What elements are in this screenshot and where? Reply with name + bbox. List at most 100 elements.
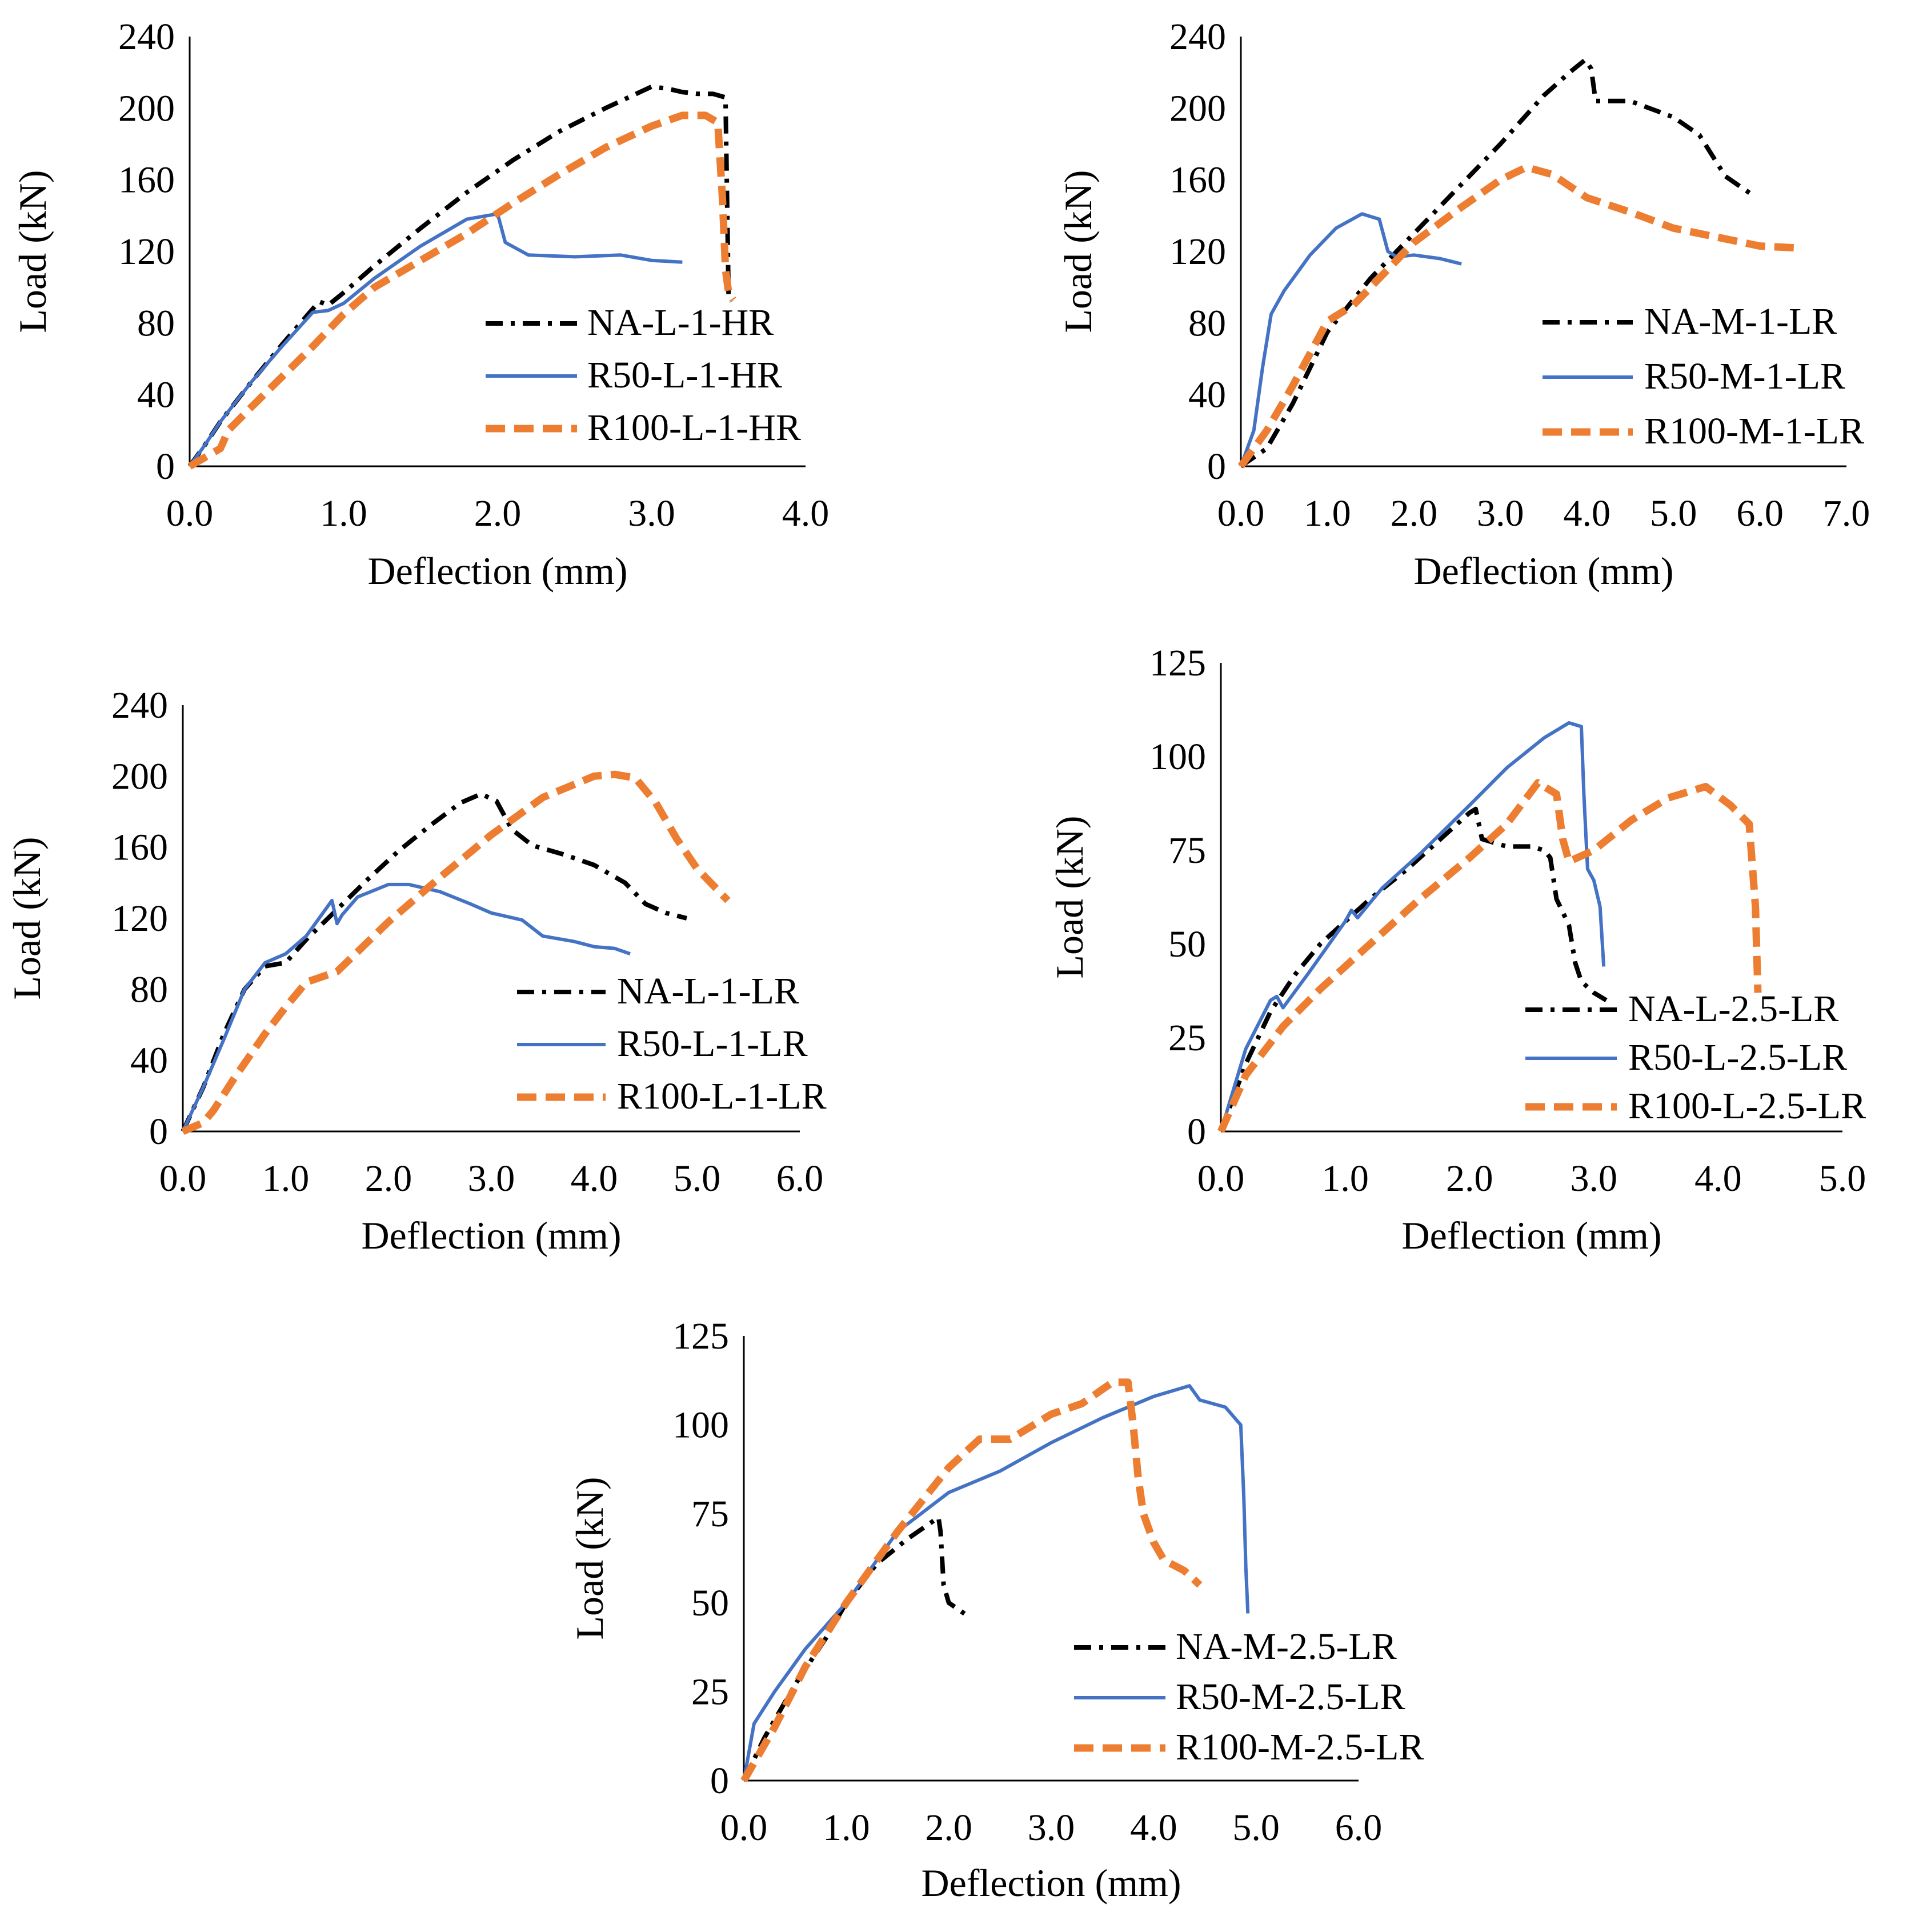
x-tick-label: 2.0 [365, 1158, 412, 1199]
x-tick-label: 1.0 [320, 493, 367, 534]
y-tick-label: 25 [1168, 1017, 1206, 1059]
y-tick-label: 125 [1149, 642, 1206, 684]
x-tick-label: 2.0 [925, 1807, 972, 1849]
y-tick-label: 0 [1187, 1111, 1206, 1153]
y-tick-label: 120 [111, 898, 168, 939]
series-line-NA-M-1-LR [1239, 57, 1753, 469]
series-line-R100-L-2.5-LR [1217, 779, 1762, 1133]
y-tick-label: 40 [137, 374, 175, 416]
chart-top-left: 0 40 80 120 160 200 240 0.0 1.0 2.0 3.0 4.0 Deflecti… [11, 16, 829, 593]
legend-label: NA-M-1-LR [1644, 301, 1837, 342]
legend-label: R100-L-1-LR [617, 1075, 827, 1117]
y-tick-label: 75 [1168, 830, 1206, 871]
x-tick-label: 2.0 [1391, 493, 1438, 534]
x-tick-label: 4.0 [782, 493, 830, 534]
y-tick-label: 120 [118, 231, 175, 273]
y-tick-label: 240 [118, 16, 175, 58]
x-tick-label: 1.0 [1321, 1158, 1369, 1199]
x-tick-label: 1.0 [262, 1158, 310, 1199]
y-axis-title: Load (kN) [1056, 170, 1100, 333]
series-line-R50-M-1-LR [1239, 212, 1462, 467]
y-axis-title: Load (kN) [1048, 815, 1091, 978]
legend-label: R100-L-2.5-LR [1628, 1085, 1866, 1127]
y-tick-label: 240 [111, 685, 168, 726]
x-tick-label: 5.0 [1819, 1158, 1866, 1199]
series-line-NA-L-2.5-LR [1219, 806, 1608, 1133]
legend: NA-L-2.5-LR R50-L-2.5-LR R100-L-2.5-LR [1525, 988, 1866, 1127]
legend-label: NA-L-2.5-LR [1628, 988, 1838, 1030]
x-tick-label: 5.0 [674, 1158, 721, 1199]
x-tick-label: 4.0 [1694, 1158, 1742, 1199]
series-line-R100-L-1-HR [187, 111, 736, 470]
x-axis-title: Deflection (mm) [1401, 1214, 1661, 1257]
x-tick-label: 2.0 [474, 493, 522, 534]
legend-label: NA-L-1-HR [587, 302, 774, 343]
series-line-R50-L-1-LR [181, 882, 631, 1133]
x-tick-label: 4.0 [1563, 493, 1610, 534]
legend-label: R100-L-1-HR [587, 407, 801, 449]
y-tick-label: 125 [672, 1315, 729, 1357]
legend-label: R50-M-2.5-LR [1176, 1676, 1405, 1718]
x-tick-label: 0.0 [1217, 493, 1265, 534]
series-line-R50-L-2.5-LR [1219, 721, 1606, 1132]
x-axis-title: Deflection (mm) [367, 549, 627, 593]
x-axis-title: Deflection (mm) [361, 1214, 621, 1257]
legend: NA-L-1-LR R50-L-1-LR R100-L-1-LR [517, 970, 827, 1117]
x-tick-label: 4.0 [1130, 1807, 1177, 1849]
x-tick-label: 1.0 [1304, 493, 1351, 534]
legend-label: R50-L-1-LR [617, 1023, 808, 1065]
y-tick-label: 120 [1169, 231, 1226, 273]
y-tick-label: 25 [691, 1671, 729, 1713]
y-tick-label: 80 [1188, 302, 1226, 344]
y-tick-label: 50 [691, 1582, 729, 1624]
x-tick-label: 5.0 [1650, 493, 1697, 534]
x-tick-label: 5.0 [1232, 1807, 1280, 1849]
x-tick-label: 6.0 [1335, 1807, 1383, 1849]
y-tick-label: 160 [1169, 159, 1226, 201]
legend-label: NA-M-2.5-LR [1176, 1626, 1397, 1667]
legend-label: R100-M-1-LR [1644, 410, 1864, 452]
legend: NA-M-1-LR R50-M-1-LR R100-M-1-LR [1543, 301, 1864, 452]
legend: NA-M-2.5-LR R50-M-2.5-LR R100-M-2.5-LR [1074, 1626, 1424, 1768]
y-tick-label: 100 [672, 1405, 729, 1446]
x-tick-label: 3.0 [1571, 1158, 1618, 1199]
x-axis-title: Deflection (mm) [1413, 549, 1673, 593]
y-tick-label: 0 [156, 446, 175, 487]
y-axis-title: Load (kN) [568, 1477, 611, 1639]
series-line-R100-M-1-LR [1237, 163, 1795, 469]
y-axis-title: Load (kN) [5, 837, 49, 999]
y-tick-label: 0 [149, 1111, 168, 1153]
x-tick-label: 0.0 [166, 493, 214, 534]
y-tick-label: 160 [111, 827, 168, 869]
series-line-R50-L-1-HR [188, 212, 683, 467]
x-tick-label: 2.0 [1446, 1158, 1493, 1199]
y-tick-label: 75 [691, 1493, 729, 1535]
legend: NA-L-1-HR R50-L-1-HR R100-L-1-HR [486, 302, 801, 449]
legend-label: R50-L-2.5-LR [1628, 1037, 1847, 1078]
series-line-R50-M-2.5-LR [742, 1384, 1250, 1781]
x-tick-label: 4.0 [571, 1158, 618, 1199]
y-tick-label: 200 [118, 87, 175, 129]
x-tick-label: 3.0 [1477, 493, 1524, 534]
y-axis-title: Load (kN) [11, 170, 54, 333]
series-line-R100-L-1-LR [181, 770, 731, 1135]
x-tick-label: 3.0 [628, 493, 675, 534]
legend-label: NA-L-1-LR [617, 970, 799, 1012]
series-line-NA-M-2.5-LR [742, 1515, 971, 1782]
x-tick-label: 3.0 [468, 1158, 515, 1199]
legend-label: R50-M-1-LR [1644, 355, 1845, 397]
y-tick-label: 40 [130, 1040, 168, 1082]
chart-middle-left: 0 40 80 120 160 200 240 0.0 1.0 2.0 3.0 4.0 5.0 6.0 De… [5, 685, 827, 1257]
x-tick-label: 7.0 [1823, 493, 1870, 534]
y-tick-label: 200 [111, 755, 168, 797]
legend-label: R50-L-1-HR [587, 354, 782, 396]
chart-middle-right: 0 25 50 75 100 125 0.0 1.0 2.0 3.0 4.0 5.0 Deflectio… [1048, 642, 1866, 1257]
chart-top-right: 0 40 80 120 160 200 240 0.0 1.0 2.0 3.0 4.0 5.0 6.0 7.… [1056, 16, 1870, 593]
y-tick-label: 0 [710, 1760, 729, 1802]
y-tick-label: 80 [130, 969, 168, 1010]
chart-bottom-center: 0 25 50 75 100 125 0.0 1.0 2.0 3.0 4.0 5.0 6.0 Deflec… [568, 1315, 1424, 1905]
y-tick-label: 100 [1149, 736, 1206, 778]
x-tick-label: 6.0 [1736, 493, 1784, 534]
legend-label: R100-M-2.5-LR [1176, 1726, 1424, 1768]
